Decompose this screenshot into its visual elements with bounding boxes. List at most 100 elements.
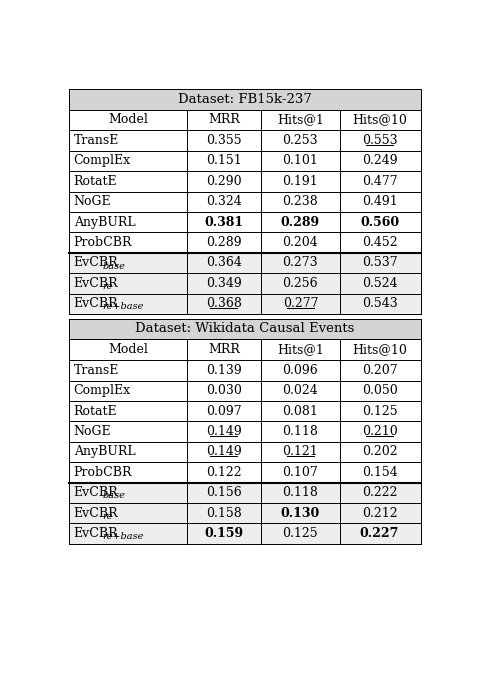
Text: NoGE: NoGE	[74, 195, 111, 208]
Text: RotatE: RotatE	[74, 405, 117, 418]
Text: ComplEx: ComplEx	[74, 385, 131, 397]
Text: 0.139: 0.139	[206, 364, 242, 377]
Text: Hits@10: Hits@10	[352, 114, 407, 127]
Bar	[69, 421, 421, 442]
Text: 0.118: 0.118	[282, 486, 318, 499]
Text: 0.107: 0.107	[282, 466, 318, 479]
Bar	[69, 339, 421, 360]
Bar	[69, 273, 421, 294]
Text: 0.097: 0.097	[206, 405, 242, 418]
Text: 0.210: 0.210	[362, 425, 397, 438]
Text: Hits@1: Hits@1	[277, 343, 324, 356]
Text: 0.537: 0.537	[362, 257, 397, 270]
Text: 0.204: 0.204	[282, 236, 318, 249]
Text: 0.154: 0.154	[362, 466, 397, 479]
Text: 0.202: 0.202	[362, 445, 397, 458]
Text: 0.553: 0.553	[362, 134, 397, 147]
Text: re+base: re+base	[103, 532, 144, 541]
Text: 0.125: 0.125	[362, 405, 397, 418]
Text: 0.324: 0.324	[206, 195, 242, 208]
Text: 0.081: 0.081	[282, 405, 318, 418]
Text: Dataset: Wikidata Causal Events: Dataset: Wikidata Causal Events	[135, 323, 355, 336]
Text: AnyBURL: AnyBURL	[74, 215, 135, 228]
Text: EvCBR: EvCBR	[74, 506, 119, 519]
Text: 0.277: 0.277	[282, 297, 318, 310]
Text: ProbCBR: ProbCBR	[74, 236, 132, 249]
Text: EvCBR: EvCBR	[74, 486, 119, 499]
Text: 0.212: 0.212	[362, 506, 397, 519]
Bar	[69, 130, 421, 151]
Text: re+base: re+base	[103, 302, 144, 312]
Text: 0.151: 0.151	[206, 154, 242, 167]
Text: Hits@1: Hits@1	[277, 114, 324, 127]
Text: 0.149: 0.149	[206, 445, 242, 458]
Text: 0.207: 0.207	[362, 364, 397, 377]
Text: 0.121: 0.121	[282, 445, 318, 458]
Bar	[69, 503, 421, 524]
Text: 0.125: 0.125	[282, 527, 318, 540]
Text: 0.560: 0.560	[360, 215, 399, 228]
Text: 0.524: 0.524	[362, 277, 397, 290]
Text: TransE: TransE	[74, 134, 119, 147]
Text: 0.191: 0.191	[282, 175, 318, 188]
Bar	[69, 442, 421, 462]
Bar	[69, 89, 421, 109]
Bar	[69, 109, 421, 130]
Bar	[69, 380, 421, 401]
Text: 0.256: 0.256	[282, 277, 318, 290]
Text: base: base	[103, 491, 126, 500]
Bar	[69, 191, 421, 212]
Bar	[69, 524, 421, 544]
Text: EvCBR: EvCBR	[74, 297, 119, 310]
Bar	[69, 482, 421, 503]
Text: EvCBR: EvCBR	[74, 527, 119, 540]
Text: 0.381: 0.381	[204, 215, 243, 228]
Text: 0.253: 0.253	[282, 134, 318, 147]
Text: NoGE: NoGE	[74, 425, 111, 438]
Text: 0.543: 0.543	[362, 297, 397, 310]
Text: 0.030: 0.030	[206, 385, 242, 397]
Text: 0.289: 0.289	[281, 215, 320, 228]
Text: MRR: MRR	[208, 114, 240, 127]
Text: 0.096: 0.096	[282, 364, 318, 377]
Bar	[69, 319, 421, 339]
Text: RotatE: RotatE	[74, 175, 117, 188]
Text: 0.290: 0.290	[206, 175, 242, 188]
Text: 0.368: 0.368	[206, 297, 242, 310]
Text: base: base	[103, 261, 126, 270]
Text: 0.249: 0.249	[362, 154, 397, 167]
Bar	[69, 401, 421, 421]
Text: 0.130: 0.130	[281, 506, 320, 519]
Text: 0.289: 0.289	[206, 236, 242, 249]
Text: 0.050: 0.050	[362, 385, 397, 397]
Bar	[69, 151, 421, 171]
Text: Model: Model	[108, 114, 148, 127]
Text: 0.349: 0.349	[206, 277, 242, 290]
Bar	[69, 360, 421, 380]
Bar	[69, 233, 421, 252]
Bar	[69, 462, 421, 482]
Text: 0.159: 0.159	[204, 527, 243, 540]
Text: 0.355: 0.355	[206, 134, 242, 147]
Text: Dataset: FB15k-237: Dataset: FB15k-237	[178, 93, 312, 106]
Bar	[69, 171, 421, 191]
Text: ComplEx: ComplEx	[74, 154, 131, 167]
Text: 0.477: 0.477	[362, 175, 397, 188]
Text: 0.491: 0.491	[362, 195, 397, 208]
Text: 0.364: 0.364	[206, 257, 242, 270]
Text: 0.227: 0.227	[360, 527, 399, 540]
Text: AnyBURL: AnyBURL	[74, 445, 135, 458]
Text: 0.156: 0.156	[206, 486, 242, 499]
Bar	[69, 252, 421, 273]
Bar	[69, 212, 421, 233]
Text: re: re	[103, 512, 113, 521]
Text: Hits@10: Hits@10	[352, 343, 407, 356]
Text: 0.222: 0.222	[362, 486, 397, 499]
Text: EvCBR: EvCBR	[74, 277, 119, 290]
Text: EvCBR: EvCBR	[74, 257, 119, 270]
Text: 0.118: 0.118	[282, 425, 318, 438]
Text: 0.273: 0.273	[282, 257, 318, 270]
Text: TransE: TransE	[74, 364, 119, 377]
Text: re: re	[103, 282, 113, 291]
Text: 0.158: 0.158	[206, 506, 242, 519]
